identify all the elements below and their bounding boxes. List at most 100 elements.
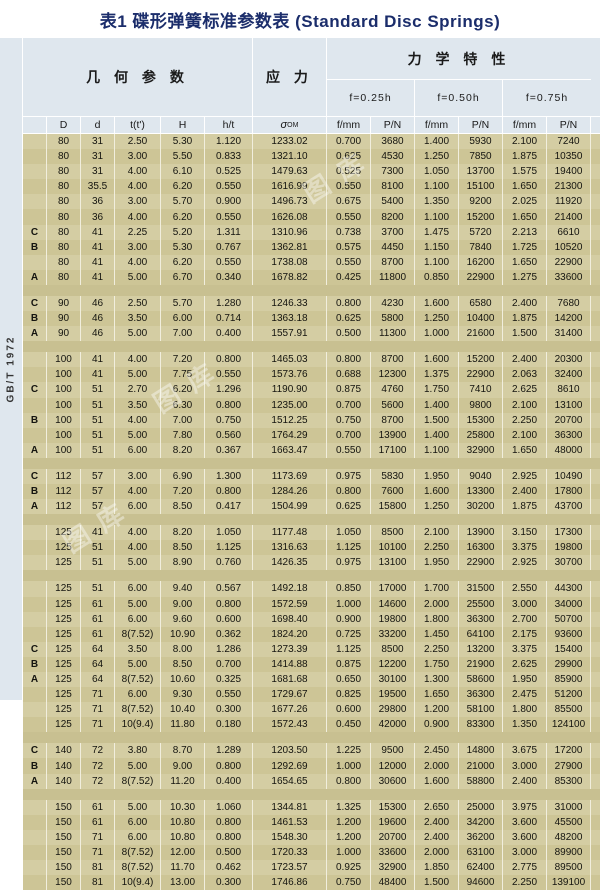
cell-p2: 36200 — [459, 829, 503, 845]
cell-d: 72 — [81, 773, 115, 789]
cell-series — [23, 149, 47, 165]
header-col-p1: P/N — [371, 117, 415, 134]
cell-h_t: 0.325 — [205, 672, 253, 688]
table-row: 125 71 10(9.4) 11.80 0.180 1572.43 0.450 42000 0… — [23, 717, 600, 733]
cell-kg: 0.344 — [591, 499, 600, 514]
cell-f3: 1.275 — [503, 269, 547, 285]
cell-D: 125 — [47, 611, 81, 627]
cell-d: 51 — [81, 442, 115, 458]
cell-p2: 7840 — [459, 239, 503, 255]
table-row: B 80 41 3.00 5.30 0.767 1362.81 0.575 4450 1.150 7… — [23, 239, 600, 255]
cell-f1: 0.975 — [327, 555, 371, 571]
cell-series — [23, 702, 47, 718]
table-row: A 90 46 5.00 7.00 0.400 1557.91 0.500 11300 1.000… — [23, 326, 600, 342]
cell-f2: 1.250 — [415, 499, 459, 515]
cell-t: 5.00 — [115, 326, 161, 342]
standard-code-label: GB/T 1972 — [5, 335, 17, 403]
table-row: 150 61 5.00 10.30 1.060 1344.81 1.325 15300 2.65… — [23, 799, 600, 815]
cell-kg: 0.092 — [591, 296, 600, 311]
cell-t: 5.00 — [115, 269, 161, 285]
cell-series — [23, 525, 47, 541]
cell-D: 100 — [47, 412, 81, 428]
cell-f3: 2.025 — [503, 194, 547, 210]
cell-p2: 21600 — [459, 326, 503, 342]
cell-sigma: 1479.63 — [253, 164, 327, 180]
cell-d: 57 — [81, 483, 115, 500]
cell-series: C — [23, 641, 47, 657]
cell-H: 10.90 — [161, 626, 205, 642]
cell-H: 6.20 — [161, 382, 205, 398]
cell-f1: 0.800 — [327, 295, 371, 312]
cell-d: 31 — [81, 149, 115, 165]
cell-series — [23, 194, 47, 210]
cell-kg: 0.184 — [591, 326, 600, 341]
cell-p1: 3700 — [371, 224, 415, 240]
cell-series — [23, 687, 47, 703]
header-group-weight: 重量 — [591, 38, 600, 117]
table-row: 125 41 4.00 8.20 1.050 1177.48 1.050 8500 2.100 1… — [23, 525, 600, 541]
cell-series — [23, 540, 47, 556]
cell-kg: 0.123 — [591, 382, 600, 397]
header-col-D: D — [47, 117, 81, 134]
cell-h_t: 0.567 — [205, 581, 253, 597]
cell-series — [23, 875, 47, 890]
cell-kg: 0.249 — [591, 642, 600, 657]
cell-f3: 2.213 — [503, 224, 547, 240]
cell-d: 71 — [81, 844, 115, 861]
cell-f1: 0.625 — [327, 311, 371, 327]
cell-t: 3.00 — [115, 468, 161, 484]
cell-kg: 0.127 — [591, 179, 600, 194]
cell-p3: 10490 — [547, 468, 591, 484]
cell-D: 140 — [47, 743, 81, 759]
cell-d: 57 — [81, 499, 115, 515]
cell-p1: 14600 — [371, 596, 415, 612]
cell-D: 125 — [47, 641, 81, 657]
cell-f1: 0.925 — [327, 860, 371, 876]
cell-f2: 1.800 — [415, 611, 459, 627]
cell-D: 80 — [47, 224, 81, 240]
cell-H: 5.70 — [161, 194, 205, 210]
cell-p3: 48200 — [547, 829, 591, 845]
cell-p2: 13700 — [459, 164, 503, 180]
cell-f1: 1.050 — [327, 525, 371, 541]
table-row: 80 36 4.00 6.20 0.550 1626.08 0.550 8200 1.100 15… — [23, 209, 600, 225]
cell-h_t: 1.050 — [205, 525, 253, 541]
cell-f1: 0.800 — [327, 483, 371, 500]
cell-H: 9.30 — [161, 687, 205, 703]
cell-kg: 0.094 — [591, 194, 600, 209]
cell-h_t: 0.400 — [205, 326, 253, 342]
cell-kg: 0.172 — [591, 469, 600, 484]
cell-D: 125 — [47, 687, 81, 703]
cell-d: 41 — [81, 352, 115, 368]
cell-H: 6.20 — [161, 254, 205, 270]
cell-t: 2.50 — [115, 295, 161, 312]
cell-sigma: 1344.81 — [253, 799, 327, 815]
header-col-H: H — [161, 117, 205, 134]
cell-H: 7.75 — [161, 367, 205, 383]
cell-h_t: 0.400 — [205, 773, 253, 789]
cell-D: 150 — [47, 814, 81, 830]
cell-f2: 2.450 — [415, 743, 459, 759]
cell-f1: 1.200 — [327, 814, 371, 830]
cell-p1: 12000 — [371, 758, 415, 774]
cell-p2: 7850 — [459, 149, 503, 165]
cell-p2: 32900 — [459, 442, 503, 458]
cell-f2: 1.450 — [415, 626, 459, 642]
cell-f2: 1.750 — [415, 656, 459, 672]
cell-p2: 63100 — [459, 844, 503, 861]
cell-d: 72 — [81, 758, 115, 774]
table-row: A 100 51 6.00 8.20 0.367 1663.47 0.550 17100 1.10… — [23, 442, 600, 458]
cell-p3: 22900 — [547, 254, 591, 270]
cell-d: 71 — [81, 687, 115, 703]
cell-h_t: 0.800 — [205, 596, 253, 612]
cell-f2: 2.100 — [415, 525, 459, 541]
table-row: 100 41 5.00 7.75 0.550 1573.76 0.688 12300 1.375… — [23, 367, 600, 383]
cell-p2: 36300 — [459, 687, 503, 703]
cell-d: 41 — [81, 254, 115, 270]
cell-h_t: 0.417 — [205, 499, 253, 515]
cell-series: B — [23, 483, 47, 500]
cell-t: 3.50 — [115, 311, 161, 327]
cell-f3: 1.650 — [503, 179, 547, 195]
cell-f1: 0.575 — [327, 239, 371, 255]
cell-p1: 32900 — [371, 860, 415, 876]
